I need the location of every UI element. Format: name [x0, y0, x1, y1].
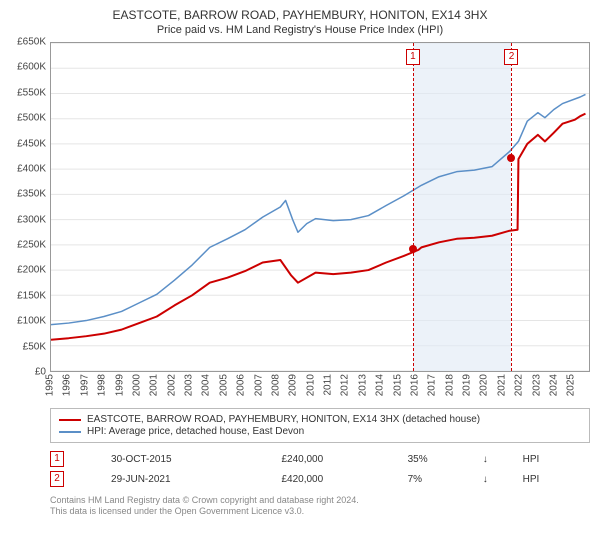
legend-swatch-property: [59, 419, 81, 421]
legend-swatch-hpi: [59, 431, 81, 433]
legend-row-property: EASTCOTE, BARROW ROAD, PAYHEMBURY, HONIT…: [59, 414, 581, 425]
title-block: EASTCOTE, BARROW ROAD, PAYHEMBURY, HONIT…: [10, 8, 590, 36]
footer-line-1: Contains HM Land Registry data © Crown c…: [50, 495, 590, 506]
figure: EASTCOTE, BARROW ROAD, PAYHEMBURY, HONIT…: [0, 0, 600, 560]
annotation-date: 30-OCT-2015: [111, 449, 281, 469]
annotation-row: 2 29-JUN-2021 £420,000 7% ↓ HPI: [50, 469, 590, 489]
annotation-marker: 2: [50, 471, 64, 487]
legend-label-hpi: HPI: Average price, detached house, East…: [87, 426, 304, 437]
annotation-table: 1 30-OCT-2015 £240,000 35% ↓ HPI 2 29-JU…: [50, 449, 590, 489]
annotation-arrow: ↓: [483, 449, 523, 469]
plot-area: 12: [50, 42, 590, 372]
annotation-vs: HPI: [523, 449, 590, 469]
series-svg: [51, 43, 589, 371]
y-axis: £0£50K£100K£150K£200K£250K£300K£350K£400…: [10, 42, 50, 402]
annotation-vs: HPI: [523, 469, 590, 489]
annotation-date: 29-JUN-2021: [111, 469, 281, 489]
footer-line-2: This data is licensed under the Open Gov…: [50, 506, 590, 517]
annotation-pct: 35%: [408, 449, 483, 469]
legend: EASTCOTE, BARROW ROAD, PAYHEMBURY, HONIT…: [50, 408, 590, 443]
annotation-pct: 7%: [408, 469, 483, 489]
plot-column: 12 1995199619971998199920002001200220032…: [50, 42, 590, 402]
chart-row: £0£50K£100K£150K£200K£250K£300K£350K£400…: [10, 42, 590, 402]
legend-label-property: EASTCOTE, BARROW ROAD, PAYHEMBURY, HONIT…: [87, 414, 480, 425]
footer: Contains HM Land Registry data © Crown c…: [50, 495, 590, 518]
annotation-row: 1 30-OCT-2015 £240,000 35% ↓ HPI: [50, 449, 590, 469]
annotation-price: £420,000: [281, 469, 407, 489]
legend-row-hpi: HPI: Average price, detached house, East…: [59, 426, 581, 437]
title-line-2: Price paid vs. HM Land Registry's House …: [10, 24, 590, 36]
annotation-price: £240,000: [281, 449, 407, 469]
annotation-arrow: ↓: [483, 469, 523, 489]
x-axis: 1995199619971998199920002001200220032004…: [50, 372, 590, 402]
title-line-1: EASTCOTE, BARROW ROAD, PAYHEMBURY, HONIT…: [10, 8, 590, 22]
annotation-marker: 1: [50, 451, 64, 467]
